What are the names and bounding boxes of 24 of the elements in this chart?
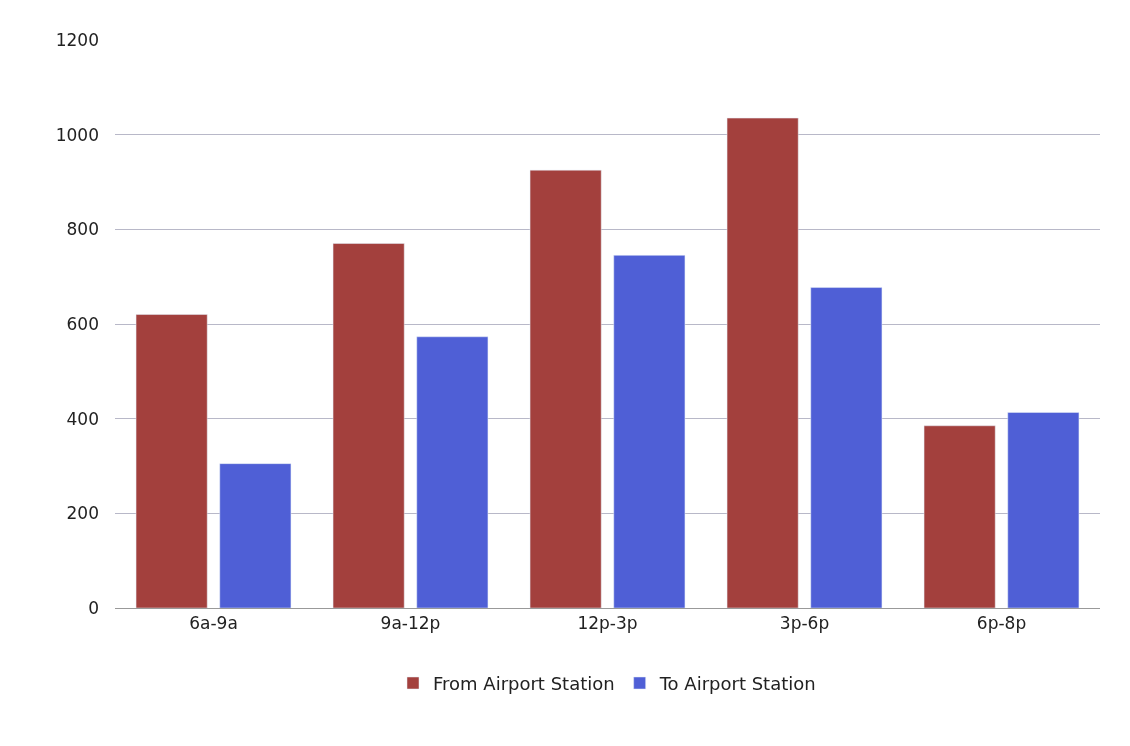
bar [613, 255, 686, 608]
bar [1007, 412, 1080, 608]
bar [332, 243, 405, 608]
y-tick-label: 0 [88, 597, 99, 618]
x-tick-label: 6p-8p [976, 613, 1027, 634]
bar [219, 463, 292, 608]
bar [135, 314, 208, 608]
y-tick-label: 600 [66, 313, 99, 334]
legend-label: To Airport Station [658, 673, 816, 695]
bar [810, 287, 883, 608]
legend-label: From Airport Station [433, 673, 615, 695]
y-tick-label: 400 [66, 408, 99, 429]
x-tick-label: 12p-3p [577, 613, 638, 634]
y-tick-label: 1200 [55, 29, 99, 50]
bar [416, 336, 489, 608]
y-tick-label: 200 [66, 503, 99, 524]
bar [726, 117, 799, 608]
bar [923, 425, 996, 608]
x-tick-label: 3p-6p [779, 613, 830, 634]
x-tick-label: 6a-9a [189, 613, 238, 634]
y-tick-label: 800 [66, 219, 99, 240]
bar [529, 169, 602, 608]
x-tick-label: 9a-12p [380, 613, 441, 634]
y-tick-label: 1000 [55, 124, 99, 145]
